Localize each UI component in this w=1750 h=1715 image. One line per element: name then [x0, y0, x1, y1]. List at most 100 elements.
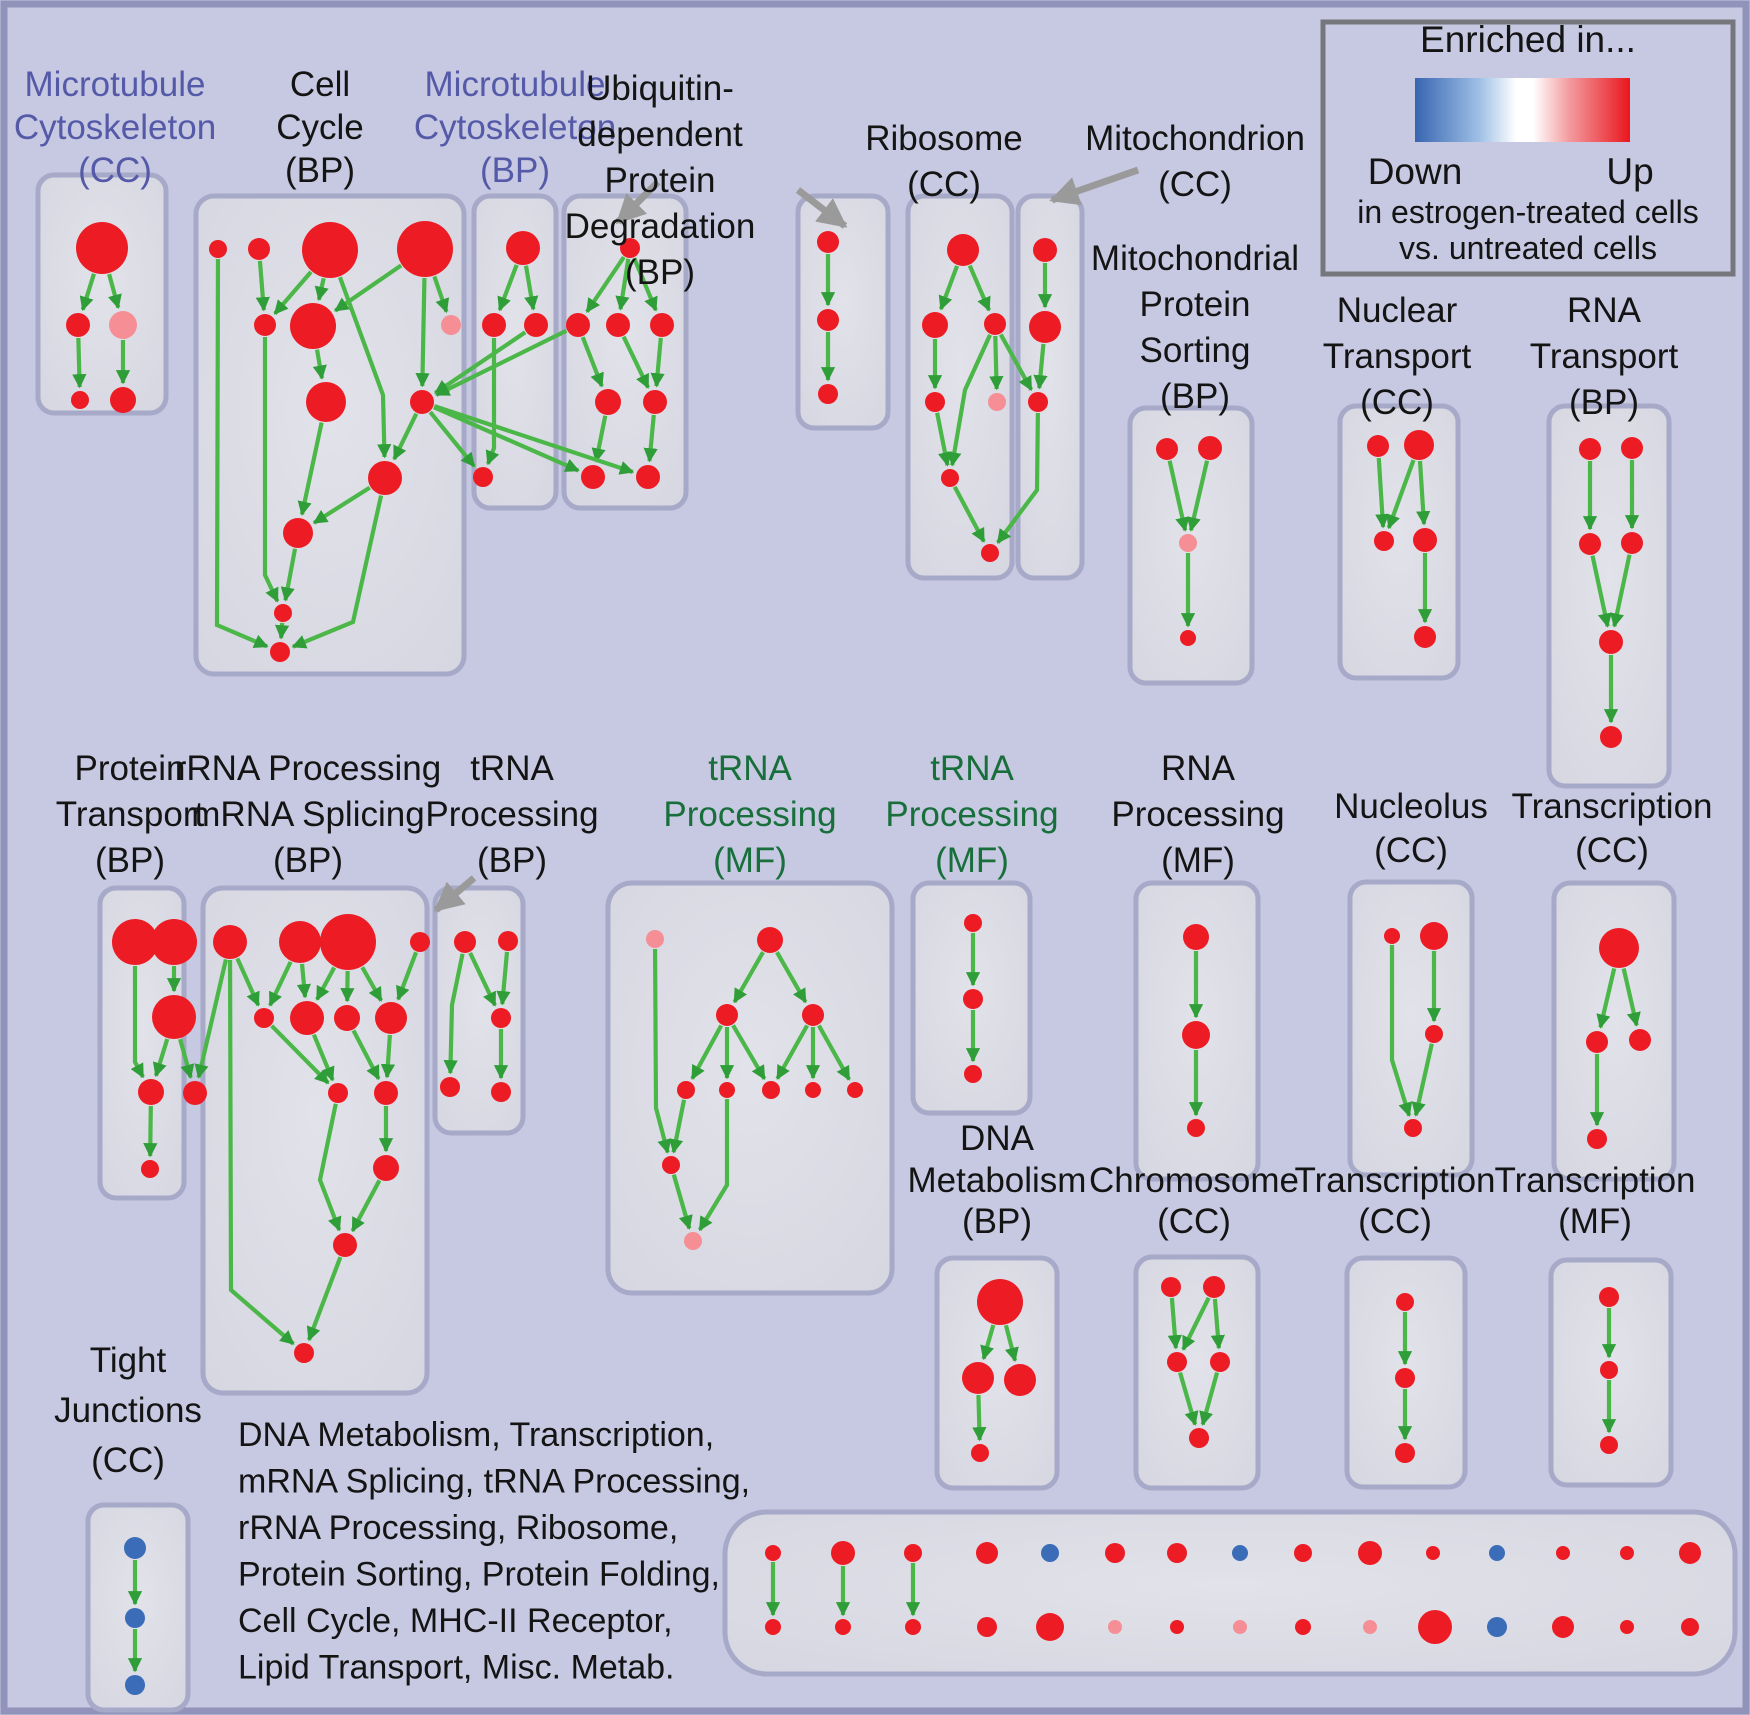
edge-arrow-w1-w2	[1596, 967, 1617, 1029]
go-term-node-u5	[595, 389, 621, 415]
go-term-node-d1	[977, 1279, 1023, 1325]
go-term-node-z4b	[977, 1617, 997, 1637]
edge-arrow-r3-r6	[947, 334, 992, 467]
edge-arrow-k3-k5	[1178, 1371, 1199, 1426]
go-term-node-b2	[482, 313, 506, 337]
edge-arrow-o3-o4	[1411, 1043, 1434, 1117]
go-term-node-p1	[112, 919, 158, 965]
edge-arrow-d1-d3	[1003, 1324, 1019, 1363]
go-term-node-z8	[1232, 1545, 1248, 1561]
go-term-node-c4	[397, 221, 453, 277]
group-label-trna-processing-mf-2-line-0: tRNA	[930, 749, 1014, 788]
go-term-node-z3b	[905, 1619, 921, 1635]
go-term-node-y3	[1600, 1436, 1618, 1454]
go-term-node-z2b	[835, 1619, 851, 1635]
go-term-node-b4	[473, 467, 493, 487]
edge-arrow-u1-u2	[585, 255, 626, 313]
go-term-node-mt3	[1028, 392, 1048, 412]
go-term-node-t3	[1579, 533, 1601, 555]
go-term-node-h1	[1183, 924, 1209, 950]
go-term-node-u3	[606, 313, 630, 337]
edge-arrow-c2-c5	[255, 260, 270, 312]
go-term-node-c7	[441, 315, 461, 335]
edge-arrow-c4-c7	[432, 275, 450, 314]
go-term-node-v3	[818, 384, 838, 404]
go-term-node-c9	[410, 390, 434, 414]
group-box-rrna-mrna-bp	[200, 885, 430, 1396]
go-term-node-tp5	[491, 1082, 511, 1102]
note-line-5: Lipid Transport, Misc. Metab.	[238, 1649, 675, 1687]
edge-arrow-t3-t5	[1590, 555, 1612, 628]
go-term-node-u6	[643, 390, 667, 414]
go-term-node-f8	[805, 1082, 821, 1098]
go-term-node-h2	[1182, 1021, 1210, 1049]
edge-arrow-f2-f4	[775, 951, 808, 1004]
edge-arrow-f5-f10	[669, 1099, 687, 1154]
go-term-node-z2	[831, 1541, 855, 1565]
group-box-protein-transport-bp	[97, 885, 187, 1201]
go-term-node-s3	[1179, 534, 1197, 552]
go-term-node-q1	[213, 925, 247, 959]
group-label-nuclear-transport-cc-line-0: Nuclear	[1337, 291, 1458, 330]
go-term-node-d2	[962, 1362, 994, 1394]
go-term-node-u8	[636, 465, 660, 489]
group-label-rrna-mrna-bp-line-2: (BP)	[273, 841, 343, 880]
go-term-node-r4	[925, 392, 945, 412]
group-label-rrna-mrna-bp-line-1: mRNA Splicing	[191, 795, 424, 834]
note-line-0: DNA Metabolism, Transcription,	[238, 1416, 714, 1454]
go-term-node-n3	[1374, 531, 1394, 551]
go-term-node-tp4	[440, 1077, 460, 1097]
legend-caption-line2: vs. untreated cells	[1399, 230, 1657, 266]
group-label-protein-transport-bp-line-1: Transport	[56, 795, 205, 834]
edge-arrow-m1-m2	[79, 273, 96, 312]
group-label-rrna-mrna-bp-line-0: rRNA Processing	[175, 749, 441, 788]
group-label-tight-junctions-cc-line-2: (CC)	[91, 1441, 165, 1480]
go-term-node-z8b	[1233, 1620, 1247, 1634]
edge-arrow-r3-r5	[989, 335, 1004, 391]
go-term-node-c10	[368, 461, 402, 495]
go-term-node-x1	[1396, 1293, 1414, 1311]
group-box-chromosome-cc	[1133, 1254, 1261, 1491]
group-label-ubiquitin-degradation-line-4: (BP)	[625, 253, 695, 292]
go-term-node-p3	[152, 995, 196, 1039]
group-box-microtubule-cc	[35, 172, 169, 416]
go-term-node-z15b	[1681, 1618, 1699, 1636]
go-term-node-z13	[1556, 1546, 1570, 1560]
group-label-nuclear-transport-cc-line-2: (CC)	[1360, 383, 1434, 422]
note-line-3: Protein Sorting, Protein Folding,	[238, 1556, 720, 1594]
edge-arrow-f2-f3	[732, 951, 765, 1004]
group-label-trna-processing-mf-2-line-1: Processing	[885, 795, 1058, 834]
go-term-node-r7	[981, 544, 999, 562]
go-term-node-q8	[375, 1002, 407, 1034]
edge-arrow-r1-r3	[967, 264, 991, 312]
go-term-node-w2	[1586, 1031, 1608, 1053]
go-term-node-s1	[1156, 438, 1178, 460]
group-label-mito-protein-sorting-line-1: Protein	[1140, 285, 1251, 324]
go-term-node-q6	[290, 1001, 324, 1035]
edge-arrow-tp2-tp3	[496, 951, 511, 1006]
go-term-node-f7	[762, 1081, 780, 1099]
edge-arrow-u5-u7	[591, 415, 608, 463]
edge-arrow-c5-c12	[262, 337, 280, 603]
go-term-node-m1	[76, 222, 128, 274]
go-term-node-s4	[1180, 630, 1196, 646]
edge-arrow-c10-c11	[312, 485, 371, 525]
group-label-nucleolus-cc-line-1: (CC)	[1374, 831, 1448, 870]
edge-arrow-q9-q12	[317, 1103, 342, 1232]
go-term-node-w1	[1599, 928, 1639, 968]
go-term-node-n2	[1404, 430, 1434, 460]
go-term-node-j2	[125, 1608, 145, 1628]
group-label-protein-transport-bp-line-0: Protein	[75, 749, 186, 788]
go-term-node-q10	[374, 1081, 398, 1105]
edge-arrow-n1-n3	[1375, 457, 1390, 529]
go-term-node-z10	[1358, 1541, 1382, 1565]
go-term-node-c5	[254, 314, 276, 336]
group-label-mito-protein-sorting-line-2: Sorting	[1140, 331, 1251, 370]
go-term-node-k1	[1161, 1277, 1181, 1297]
edge-arrow-q6-q9	[311, 1033, 335, 1082]
go-term-node-r1	[947, 234, 979, 266]
go-term-node-r3	[984, 313, 1006, 335]
go-term-node-d3	[1004, 1364, 1036, 1396]
group-label-chromosome-cc-line-1: (CC)	[1157, 1202, 1231, 1241]
